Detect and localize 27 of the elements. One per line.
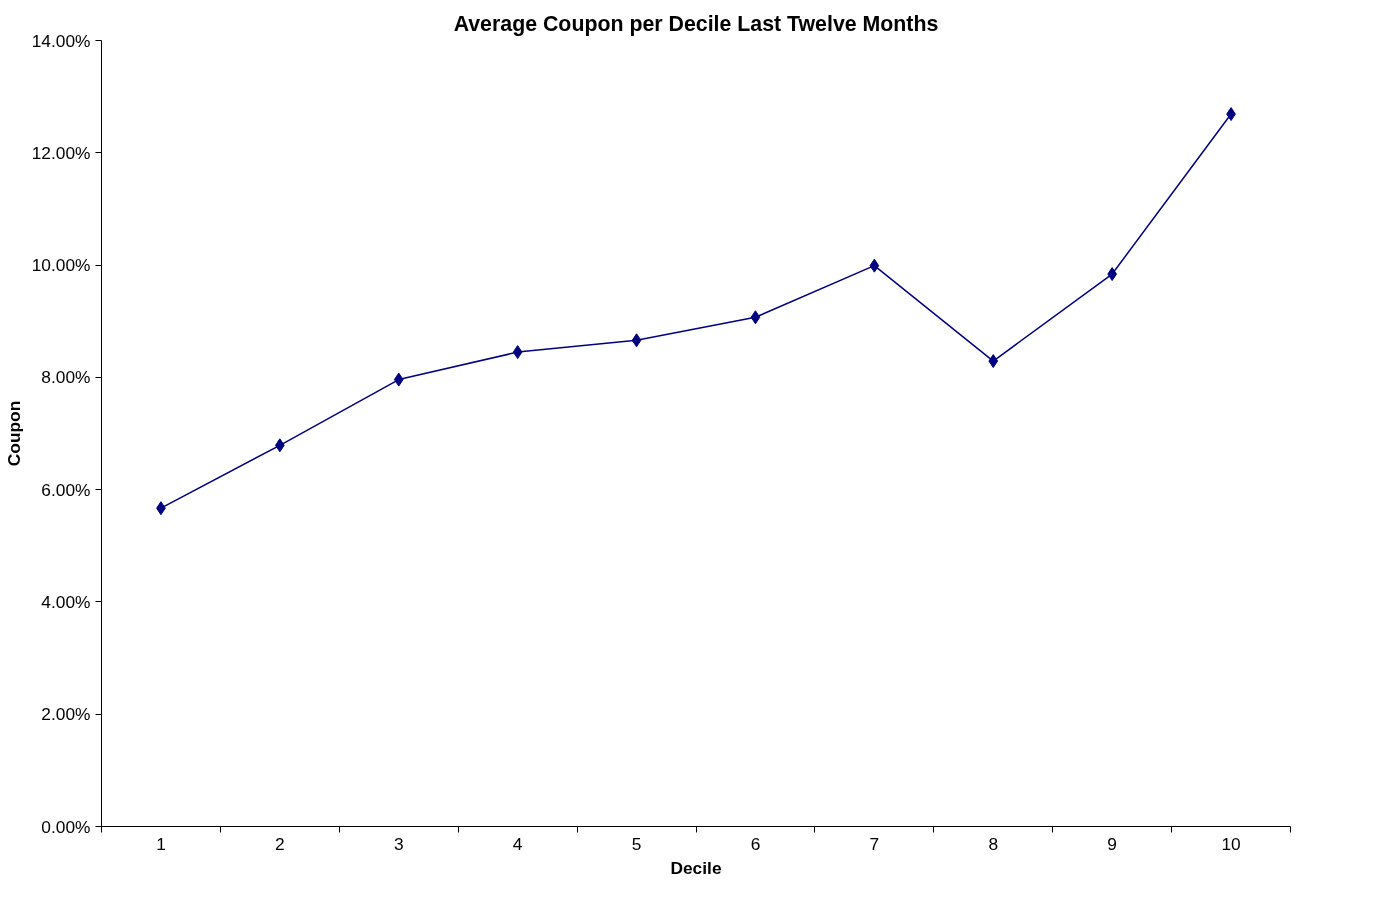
x-axis-title: Decile — [670, 857, 722, 878]
y-tick-label: 10.00% — [31, 255, 91, 276]
point — [869, 258, 880, 273]
x-tick-label: 3 — [393, 833, 404, 854]
x-tick-label: 6 — [750, 833, 761, 854]
x-tick-label: 10 — [1221, 833, 1241, 854]
point — [750, 310, 761, 325]
y-tick-label: 4.00% — [41, 591, 91, 612]
point — [988, 354, 999, 369]
y-tick-label: 2.00% — [41, 704, 91, 725]
point — [631, 333, 642, 348]
y-tick-label: 0.00% — [41, 816, 91, 837]
x-tick-label: 8 — [988, 833, 999, 854]
point — [512, 345, 523, 360]
y-axis-title: Coupon — [3, 400, 24, 467]
x-tick-label: 9 — [1107, 833, 1117, 854]
x-tick-label: 7 — [869, 833, 880, 854]
y-tick-label: 6.00% — [41, 479, 91, 500]
point — [393, 372, 404, 387]
x-tick-label: 2 — [275, 833, 285, 854]
x-tick-label: 1 — [156, 833, 166, 854]
y-tick-label: 14.00% — [31, 30, 91, 51]
chart-title: Average Coupon per Decile Last Twelve Months — [453, 11, 939, 36]
y-tick-label: 12.00% — [31, 142, 91, 163]
x-tick-label: 5 — [631, 833, 642, 854]
x-tick-label: 4 — [512, 833, 523, 854]
y-tick-label: 8.00% — [41, 367, 91, 388]
